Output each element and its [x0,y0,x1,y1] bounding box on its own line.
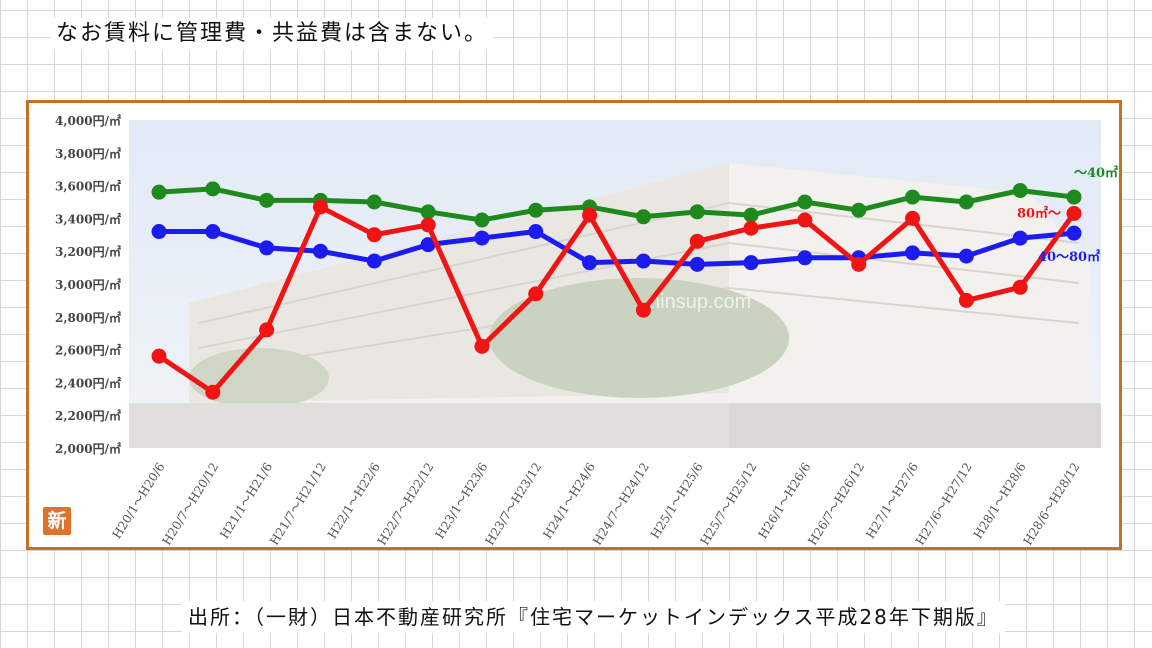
y-tick-label: 3,200円/㎡ [55,244,121,259]
y-tick-label: 3,800円/㎡ [55,146,121,161]
data-point [205,181,221,197]
data-point [797,194,813,210]
data-point [205,224,221,240]
rent-note: なお賃料に管理費・共益費は含まない。 [50,18,495,50]
data-point [528,224,544,240]
x-tick-label: H28/1～H28/6 [971,460,1029,541]
series-line [157,204,1077,395]
x-tick-label: H27/6～H27/12 [913,460,975,547]
x-tick-label: H23/1～H23/6 [433,460,491,541]
data-point [259,192,275,208]
y-tick-label: 2,400円/㎡ [55,375,121,390]
y-tick-label: 2,600円/㎡ [55,343,121,358]
y-tick-label: 2,000円/㎡ [55,441,121,456]
data-point [420,217,436,233]
data-point [743,220,759,236]
data-point [905,245,921,261]
x-tick-label: H21/7～H21/12 [267,460,329,547]
photo-watermark: ninsup.com [649,291,751,313]
data-point [1012,279,1028,295]
data-point [366,253,382,269]
x-tick-label: H20/7～H20/12 [159,460,221,547]
data-point [582,255,598,271]
data-point [635,302,651,318]
source-citation: 出所：（一財）日本不動産研究所『住宅マーケットインデックス平成28年下期版』 [182,601,1005,633]
data-point [958,292,974,308]
data-point [635,209,651,225]
data-point [474,230,490,246]
data-point [474,338,490,354]
series-2 [151,199,1082,400]
new-badge-icon: 新 [43,507,71,535]
y-tick-label: 3,000円/㎡ [55,277,121,292]
y-tick-label: 3,600円/㎡ [55,179,121,194]
x-tick-label: H20/1～H20/6 [110,460,168,541]
data-point [420,237,436,253]
data-point [958,248,974,264]
y-tick-label: 4,000円/㎡ [55,113,121,128]
x-tick-label: H22/7～H22/12 [375,460,437,547]
data-point [151,224,167,240]
data-point [851,202,867,218]
data-point [151,184,167,200]
data-point [528,286,544,302]
data-point [1066,225,1082,241]
data-point [689,256,705,272]
data-point [259,322,275,338]
data-point [1066,189,1082,205]
x-tick-label: H24/7～H24/12 [590,460,652,547]
data-point [420,204,436,220]
data-point [205,384,221,400]
data-point [312,243,328,259]
data-point [582,207,598,223]
data-point [689,233,705,249]
x-tick-label: H24/1～H24/6 [540,460,598,541]
data-point [259,240,275,256]
y-tick-label: 2,800円/㎡ [55,310,121,325]
data-point [743,255,759,271]
data-point [797,212,813,228]
data-point [528,202,544,218]
series-labels: ～40㎡ 40～80㎡ 80㎡～ [1017,165,1118,265]
data-point [1066,205,1082,221]
x-tick-label: H25/7～H25/12 [698,460,760,547]
x-tick-label: H28/6～H28/12 [1021,460,1083,547]
x-tick-label: H27/1～H27/6 [863,460,921,541]
data-point [1012,183,1028,199]
series-layer [151,181,1082,400]
building-photo-background [129,120,1101,448]
series-label: ～40㎡ [1074,165,1118,181]
data-point [797,250,813,266]
x-axis: H20/1～H20/6H20/7～H20/12H21/1～H21/6H21/7～… [110,460,1083,547]
data-point [366,194,382,210]
chart-frame: ninsup.com 4,000円/㎡ 3,800円/㎡ 3,600円/㎡ 3,400… [26,100,1122,550]
rent-line-chart: ninsup.com 4,000円/㎡ 3,800円/㎡ 3,600円/㎡ 3,400… [55,113,1118,547]
x-tick-label: H26/7～H26/12 [805,460,867,547]
data-point [366,227,382,243]
series-0 [151,181,1082,228]
data-point [958,194,974,210]
data-point [689,204,705,220]
data-point [635,253,651,269]
series-line [158,186,1075,223]
y-tick-label: 2,200円/㎡ [55,408,121,423]
data-point [743,207,759,223]
x-tick-label: H22/1～H22/6 [325,460,383,541]
x-tick-label: H21/1～H21/6 [217,460,275,541]
data-point [474,212,490,228]
x-tick-label: H25/1～H25/6 [648,460,706,541]
y-axis: 4,000円/㎡ 3,800円/㎡ 3,600円/㎡ 3,400円/㎡ 3,200円/㎡… [55,113,121,456]
y-tick-label: 3,400円/㎡ [55,211,121,226]
x-tick-label: H26/1～H26/6 [756,460,814,541]
series-label: 80㎡～ [1017,205,1061,221]
data-point [312,199,328,215]
data-point [151,348,167,364]
series-label: 40～80㎡ [1038,249,1100,265]
data-point [851,256,867,272]
data-point [1012,230,1028,246]
data-point [905,189,921,205]
x-tick-label: H23/7～H23/12 [482,460,544,547]
data-point [905,210,921,226]
